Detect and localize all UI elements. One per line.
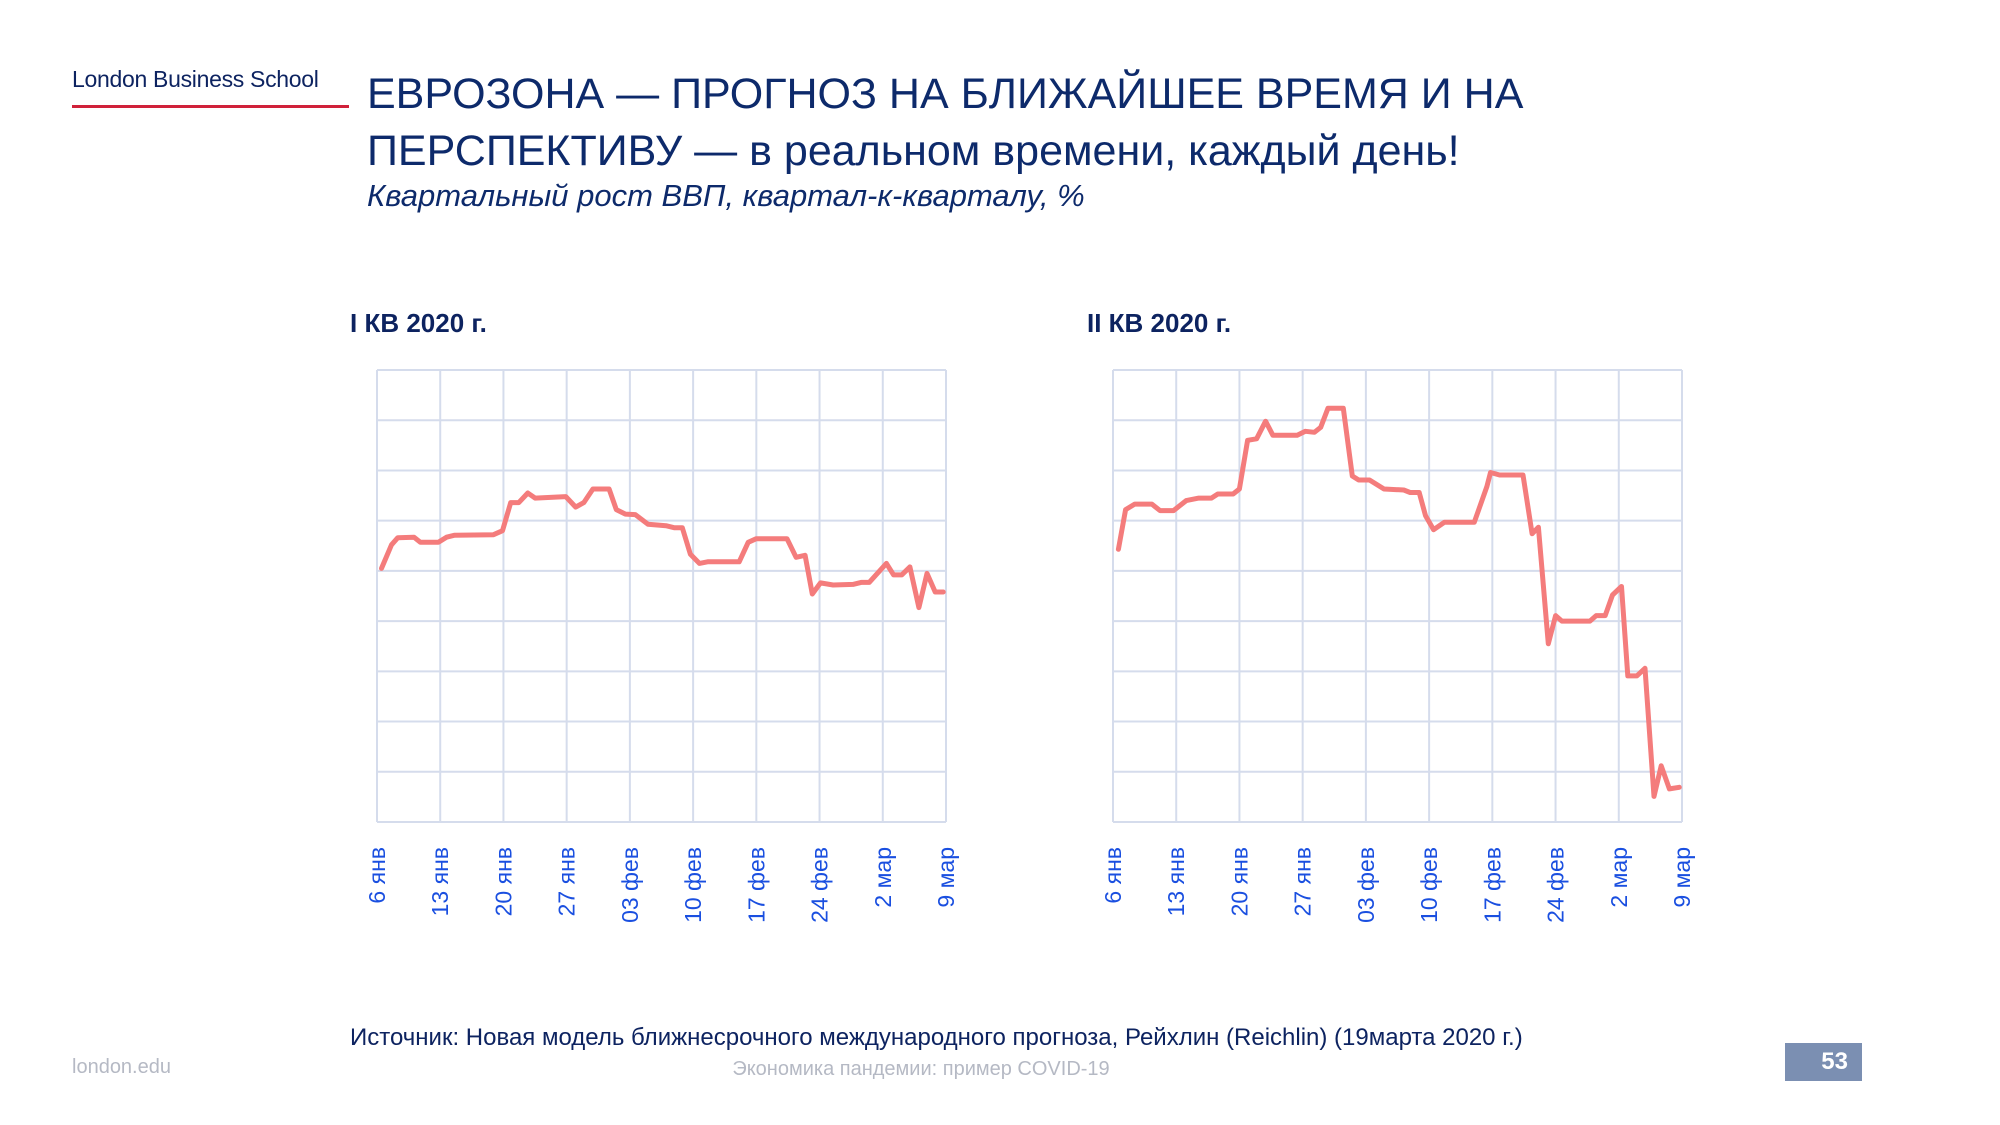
- x-tick-label: 2 мар: [1606, 847, 1632, 908]
- footer-website: london.edu: [72, 1056, 171, 1078]
- footer-course: Экономика пандемии: пример COVID-19: [732, 1058, 1110, 1080]
- x-tick-label: 17 фев: [1479, 847, 1505, 923]
- series-line: [1115, 405, 1682, 799]
- page-number: 53: [1785, 1043, 1862, 1081]
- series-line: [379, 486, 946, 611]
- x-tick-label: 10 фев: [1416, 847, 1442, 923]
- logo: London Business School: [72, 66, 319, 92]
- x-tick-label: 27 янв: [554, 847, 580, 916]
- chart-1: 6 янв 13 янв 20 янв 27 янв 03 фев 10 фев 17 фе…: [364, 369, 959, 923]
- logo-underline: [72, 105, 349, 108]
- grid: [376, 369, 947, 823]
- grid: [1112, 369, 1683, 823]
- x-tick-label: 24 фев: [1543, 847, 1569, 923]
- chart-1-title: I КВ 2020 г.: [350, 308, 487, 338]
- x-tick-label: 20 янв: [490, 847, 516, 916]
- x-tick-label: 2 мар: [870, 847, 896, 908]
- x-tick-label: 03 фев: [617, 847, 643, 923]
- chart-2: 6 янв 13 янв 20 янв 27 янв 03 фев 10 фев 17 фе…: [1100, 369, 1695, 923]
- page-title: ЕВРОЗОНА — ПРОГНОЗ НА БЛИЖАЙШЕЕ ВРЕМЯ И …: [367, 66, 1523, 180]
- x-tick-label: 10 фев: [680, 847, 706, 923]
- x-tick-label: 20 янв: [1226, 847, 1252, 916]
- source-note: Источник: Новая модель ближнесрочного ме…: [350, 1024, 1523, 1051]
- x-tick-label: 03 фев: [1353, 847, 1379, 923]
- x-tick-label: 9 мар: [933, 847, 959, 908]
- title-line-1: ЕВРОЗОНА — ПРОГНОЗ НА БЛИЖАЙШЕЕ ВРЕМЯ И …: [367, 70, 1524, 118]
- x-tick-label: 27 янв: [1290, 847, 1316, 916]
- page-subtitle: Квартальный рост ВВП, квартал-к-кварталу…: [367, 178, 1085, 213]
- x-tick-label: 6 янв: [1100, 847, 1126, 904]
- x-tick-label: 6 янв: [364, 847, 390, 904]
- title-line-2: ПЕРСПЕКТИВУ — в реальном времени, каждый…: [367, 127, 1460, 175]
- x-tick-label: 24 фев: [807, 847, 833, 923]
- x-tick-label: 13 янв: [1163, 847, 1189, 916]
- x-tick-label: 9 мар: [1669, 847, 1695, 908]
- x-tick-label: 17 фев: [743, 847, 769, 923]
- x-tick-label: 13 янв: [427, 847, 453, 916]
- chart-2-title: II КВ 2020 г.: [1087, 308, 1232, 338]
